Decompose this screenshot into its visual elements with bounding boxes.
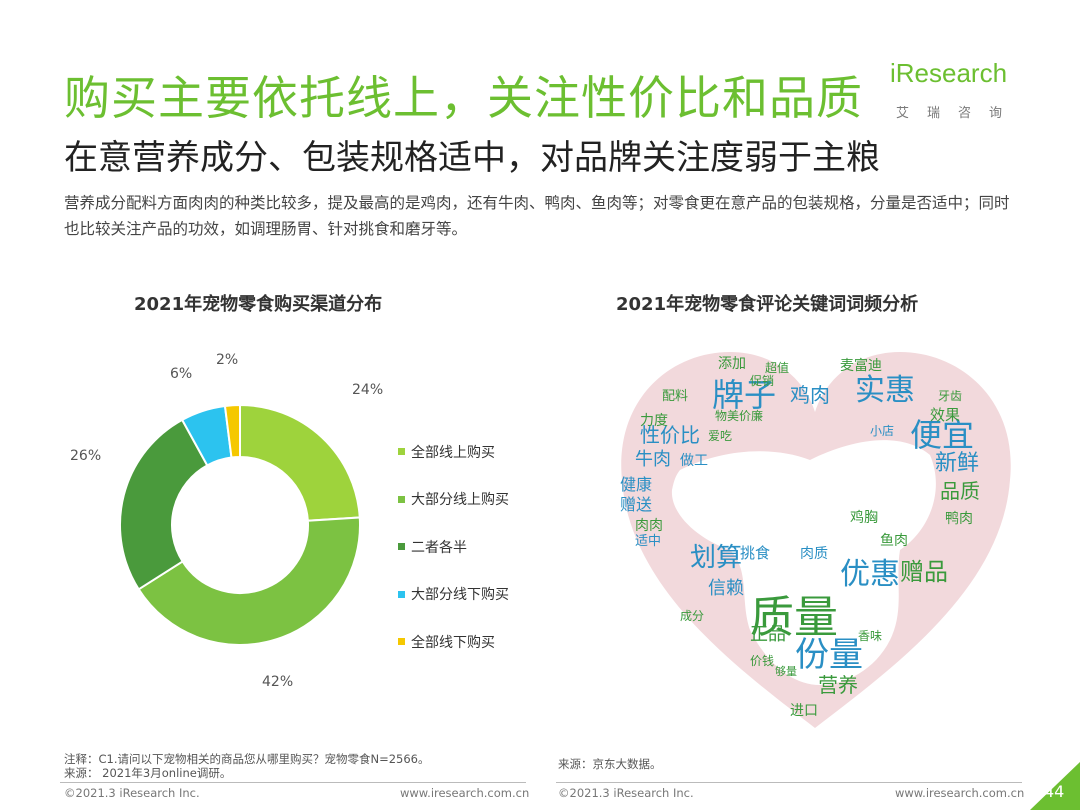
cloud-word: 肉肉 <box>635 518 663 534</box>
cloud-word: 赠送 <box>620 495 652 514</box>
cloud-word: 挑食 <box>740 544 770 562</box>
legend-label: 大部分线下购买 <box>411 587 509 604</box>
cloud-word: 实惠 <box>855 373 915 408</box>
copyright-right: ©2021.3 iResearch Inc. <box>558 786 694 800</box>
wordcloud-title: 2021年宠物零食评论关键词词频分析 <box>616 294 919 315</box>
cloud-word: 品质 <box>940 479 980 503</box>
legend-item: 全部线上购买 <box>398 428 509 476</box>
donut-label-0: 24% <box>352 382 384 398</box>
footnote-line-1: 注释：C1.请问以下宠物相关的商品您从哪里购买？宠物零食N=2566。 <box>64 752 430 766</box>
cloud-word: 鸡肉 <box>790 383 830 407</box>
donut-slice-4 <box>223 403 241 459</box>
copyright-left: ©2021.3 iResearch Inc. <box>64 786 200 800</box>
donut-chart-title: 2021年宠物零食购买渠道分布 <box>134 294 383 315</box>
cloud-word: 成分 <box>680 609 704 623</box>
cloud-word: 便宜 <box>910 416 974 454</box>
cloud-word: 正品 <box>750 624 786 645</box>
cloud-word: 质量 <box>750 592 838 643</box>
cloud-word: 优惠 <box>840 557 900 592</box>
logo-wordmark: iResearch <box>890 58 1008 88</box>
footer-divider-left <box>60 782 526 783</box>
legend-item: 二者各半 <box>398 523 509 571</box>
legend-swatch <box>398 590 405 598</box>
legend-swatch <box>398 448 405 456</box>
cloud-word: 划算 <box>690 543 742 573</box>
legend-label: 全部线上购买 <box>411 444 495 461</box>
donut-slice-2 <box>119 418 209 591</box>
cloud-word: 营养 <box>818 673 858 697</box>
heart-shape <box>621 352 1011 728</box>
donut-chart <box>119 403 361 646</box>
legend-label: 二者各半 <box>411 539 467 556</box>
legend-label: 大部分线上购买 <box>411 492 509 509</box>
page-corner-triangle <box>1030 762 1080 810</box>
legend-item: 全部线下购买 <box>398 618 509 666</box>
legend-item: 大部分线下购买 <box>398 571 509 619</box>
cloud-word: 鸭肉 <box>945 511 973 527</box>
url-left[interactable]: www.iresearch.com.cn <box>400 786 530 800</box>
cloud-word: 适中 <box>635 534 661 549</box>
legend-swatch <box>398 495 405 503</box>
footer-divider-right <box>556 782 1022 783</box>
url-right[interactable]: www.iresearch.com.cn <box>895 786 1025 800</box>
legend-swatch <box>398 543 405 551</box>
donut-label-2: 26% <box>70 448 102 464</box>
source-note: 来源：京东大数据。 <box>558 757 662 771</box>
cloud-word: 够量 <box>775 665 797 678</box>
iresearch-logo: iResearch 艾瑞咨询 <box>890 58 1030 128</box>
legend-item: 大部分线上购买 <box>398 476 509 524</box>
cloud-word: 小店 <box>870 424 894 438</box>
cloud-word: 做工 <box>680 453 708 469</box>
cloud-word: 力度 <box>640 413 668 429</box>
cloud-word: 信赖 <box>708 578 744 599</box>
donut-slice-0 <box>239 403 361 522</box>
cloud-word: 牛肉 <box>635 449 671 470</box>
cloud-word: 性价比 <box>640 423 700 447</box>
cloud-word: 配料 <box>662 389 688 404</box>
cloud-word: 爱吃 <box>708 429 732 443</box>
footnote-line-2: 来源： 2021年3月online调研。 <box>64 766 232 780</box>
page-subtitle: 在意营养成分、包装规格适中，对品牌关注度弱于主粮 <box>64 138 880 178</box>
donut-label-1: 42% <box>262 674 294 690</box>
cloud-word: 促销 <box>750 374 774 388</box>
cloud-word: 健康 <box>620 475 652 494</box>
cloud-word: 肉质 <box>800 546 828 562</box>
donut-label-3: 6% <box>170 366 193 382</box>
donut-legend: 全部线上购买 大部分线上购买 二者各半 大部分线下购买 全部线下购买 <box>398 428 509 666</box>
donut-label-4: 2% <box>216 352 239 368</box>
cloud-word: 麦富迪 <box>840 357 882 374</box>
footnote: 注释：C1.请问以下宠物相关的商品您从哪里购买？宠物零食N=2566。 来源： … <box>64 752 430 780</box>
cloud-word: 新鲜 <box>935 451 979 476</box>
page-description: 营养成分配料方面肉肉的种类比较多，提及最高的是鸡肉，还有牛肉、鸭肉、鱼肉等；对零… <box>64 194 1010 238</box>
cloud-word: 香味 <box>858 629 882 643</box>
legend-label: 全部线下购买 <box>411 634 495 651</box>
cloud-word: 牌子 <box>712 376 776 414</box>
cloud-word: 赠品 <box>900 558 948 586</box>
cloud-word: 超值 <box>765 360 789 375</box>
cloud-word: 鱼肉 <box>880 532 908 549</box>
legend-swatch <box>398 638 405 646</box>
cloud-word: 物美价廉 <box>715 408 763 423</box>
cloud-word: 进口 <box>790 703 818 719</box>
cloud-word: 价钱 <box>750 653 774 668</box>
cloud-word: 牙齿 <box>938 389 962 403</box>
cloud-word: 效果 <box>930 406 960 424</box>
cloud-word: 份量 <box>795 635 863 675</box>
page-title: 购买主要依托线上，关注性价比和品质 <box>64 71 863 125</box>
page-number: 44 <box>1044 782 1065 801</box>
logo-subtitle: 艾瑞咨询 <box>896 106 1021 121</box>
cloud-word: 鸡胸 <box>850 509 878 526</box>
donut-slice-1 <box>137 516 361 646</box>
cloud-word: 添加 <box>718 356 746 372</box>
